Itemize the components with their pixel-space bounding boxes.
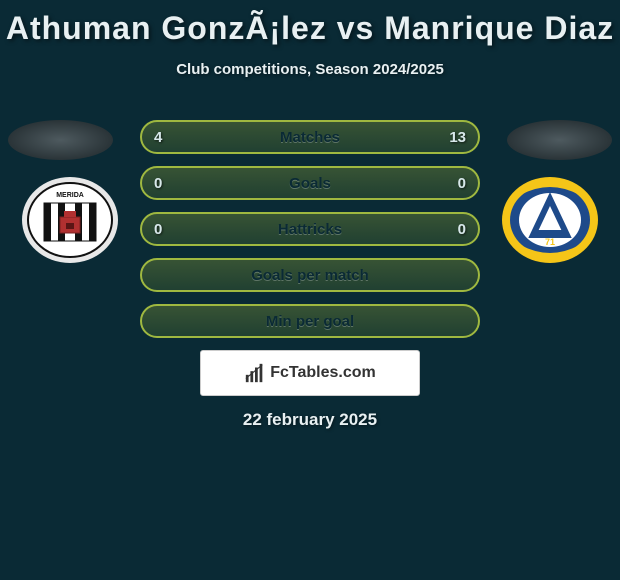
player-photo-left [8,120,113,160]
branding-box: FcTables.com [200,350,420,396]
stat-label: Goals per match [251,267,369,284]
page-subtitle: Club competitions, Season 2024/2025 [0,61,620,78]
stat-row-goals: 0 Goals 0 [140,166,480,200]
stats-container: 4 Matches 13 0 Goals 0 0 Hattricks 0 Goa… [140,120,480,350]
club-badge-right: 71 [500,175,600,265]
bar-chart-icon [244,362,266,384]
stat-label: Min per goal [266,313,354,330]
club-badge-left: MERIDA [20,175,120,265]
stat-row-min-per-goal: Min per goal [140,304,480,338]
stat-row-hattricks: 0 Hattricks 0 [140,212,480,246]
stat-row-matches: 4 Matches 13 [140,120,480,154]
svg-text:71: 71 [545,237,555,247]
stat-value-left: 0 [154,221,162,238]
svg-text:MERIDA: MERIDA [56,192,84,199]
stat-value-right: 0 [458,221,466,238]
stat-value-right: 13 [449,129,466,146]
player-photo-right [507,120,612,160]
branding-label: FcTables.com [270,364,376,382]
stat-value-left: 4 [154,129,162,146]
stat-value-right: 0 [458,175,466,192]
page-title: Athuman GonzÃ¡lez vs Manrique Diaz [0,0,620,47]
stat-value-left: 0 [154,175,162,192]
stat-label: Matches [280,129,340,146]
stat-row-goals-per-match: Goals per match [140,258,480,292]
date-text: 22 february 2025 [0,410,620,430]
stat-label: Hattricks [278,221,342,238]
stat-label: Goals [289,175,331,192]
